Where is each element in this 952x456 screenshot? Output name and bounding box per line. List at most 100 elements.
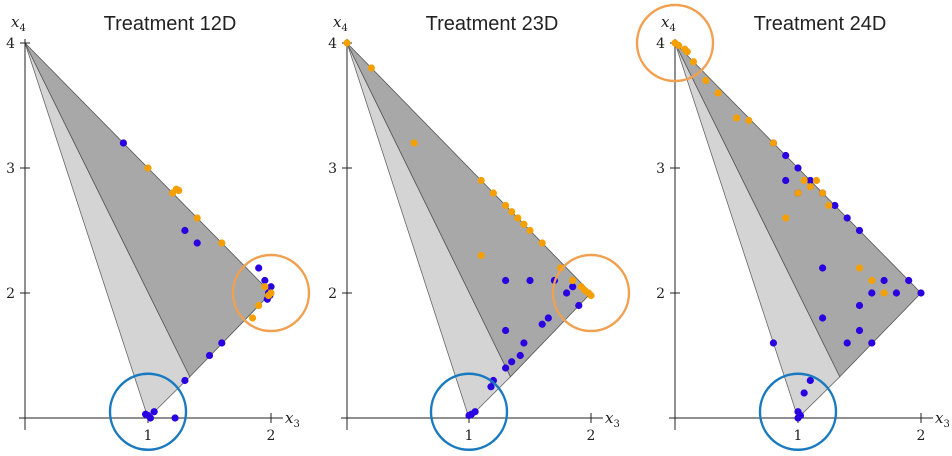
orange-data-point <box>745 116 753 125</box>
chart-panel-2: 1 2 2 3 4 x3 x4 Treatment 23D <box>328 13 631 451</box>
blue-data-point <box>205 351 214 360</box>
blue-data-point <box>502 276 510 285</box>
blue-data-point <box>868 289 876 297</box>
chart-title: Treatment 12D <box>104 13 237 35</box>
orange-data-point <box>683 48 691 56</box>
y-axis-label-subscript: 4 <box>19 23 25 34</box>
orange-data-point <box>538 239 546 247</box>
blue-data-point <box>806 376 814 385</box>
orange-data-point <box>782 214 790 222</box>
orange-data-point <box>514 214 522 222</box>
blue-data-point <box>917 289 925 297</box>
x-axis-label: x3 <box>285 409 300 430</box>
y-tick-label: 3 <box>656 161 665 177</box>
blue-data-point <box>520 339 528 347</box>
orange-data-point <box>702 76 710 85</box>
blue-data-point <box>146 414 155 422</box>
chart-panel-1: 1 2 2 3 4 x3 x4 Treatment 12D <box>6 13 311 451</box>
y-tick-label: 2 <box>6 286 15 302</box>
blue-data-point <box>267 283 275 291</box>
blue-data-point <box>193 239 201 247</box>
blue-data-point <box>150 408 158 416</box>
y-tick-label: 4 <box>6 36 15 52</box>
orange-data-point <box>587 291 595 300</box>
orange-data-point <box>794 189 802 197</box>
orange-data-point <box>175 186 183 195</box>
y-axis-label-subscript: 4 <box>669 23 675 34</box>
blue-data-point <box>171 414 179 422</box>
y-tick-label: 3 <box>328 161 337 177</box>
blue-data-point <box>819 264 827 272</box>
orange-data-point <box>675 41 683 50</box>
x-axis-label-subscript: 3 <box>293 419 299 430</box>
x-tick-label: 1 <box>465 428 474 444</box>
blue-data-point <box>181 226 189 235</box>
blue-data-point <box>806 176 814 185</box>
blue-data-point <box>855 326 864 335</box>
blue-data-point <box>526 276 534 285</box>
blue-data-point <box>800 389 808 397</box>
orange-data-point <box>569 276 577 285</box>
orange-data-point <box>502 201 510 210</box>
blue-data-point <box>855 226 864 235</box>
orange-data-point <box>800 176 808 185</box>
blue-data-point <box>843 339 851 347</box>
blue-highlight-circle <box>429 372 509 451</box>
blue-data-point <box>467 410 476 418</box>
blue-data-point <box>563 289 571 297</box>
blue-data-point <box>782 151 790 160</box>
orange-data-point <box>819 189 827 197</box>
orange-data-point <box>343 39 351 47</box>
y-tick-label: 3 <box>6 161 15 177</box>
orange-data-point <box>520 220 528 228</box>
blue-data-point <box>218 339 226 347</box>
orange-data-point <box>812 176 821 185</box>
blue-data-point <box>502 326 510 335</box>
chart-title: Treatment 24D <box>754 13 887 35</box>
blue-data-point <box>843 214 851 222</box>
y-axis-label: x4 <box>333 13 348 34</box>
orange-highlight-circle <box>231 253 311 333</box>
orange-data-point <box>248 314 257 322</box>
orange-data-point <box>880 289 888 297</box>
blue-data-point <box>769 339 778 347</box>
blue-data-point <box>868 339 876 347</box>
orange-highlight-circle <box>635 3 715 83</box>
orange-data-point <box>855 264 864 272</box>
blue-data-point <box>819 314 827 322</box>
x-tick-label: 1 <box>144 428 153 444</box>
y-tick-label: 2 <box>656 286 665 302</box>
orange-data-point <box>825 201 833 210</box>
blue-data-point <box>575 301 583 310</box>
orange-highlight-circle <box>551 253 631 333</box>
blue-data-point <box>569 283 577 291</box>
orange-data-point <box>218 239 226 247</box>
orange-data-point <box>508 208 516 216</box>
blue-data-point <box>119 139 127 147</box>
blue-data-point <box>905 276 913 285</box>
orange-data-point <box>193 214 201 222</box>
orange-data-point <box>144 164 152 172</box>
x-axis-label-subscript: 3 <box>613 419 619 430</box>
blue-data-point <box>516 351 524 360</box>
orange-data-point <box>689 58 698 66</box>
blue-data-point <box>181 376 189 385</box>
blue-data-point <box>508 358 516 366</box>
y-axis-label: x4 <box>11 13 26 34</box>
blue-data-point <box>794 164 802 172</box>
dark-region <box>346 42 592 378</box>
blue-data-point <box>782 176 790 185</box>
blue-data-point <box>855 301 864 310</box>
blue-data-point <box>502 364 510 372</box>
chart-title: Treatment 23D <box>426 13 559 35</box>
orange-data-point <box>868 276 876 285</box>
orange-data-point <box>267 289 275 297</box>
x-tick-label: 2 <box>267 428 276 444</box>
x-tick-label: 2 <box>917 428 926 444</box>
orange-data-point <box>255 301 263 310</box>
blue-data-point <box>261 276 269 285</box>
chart-panel-3: 1 2 2 3 4 x3 x4 Treatment 24D <box>635 3 950 451</box>
blue-data-point <box>544 314 552 322</box>
orange-data-point <box>477 251 485 260</box>
